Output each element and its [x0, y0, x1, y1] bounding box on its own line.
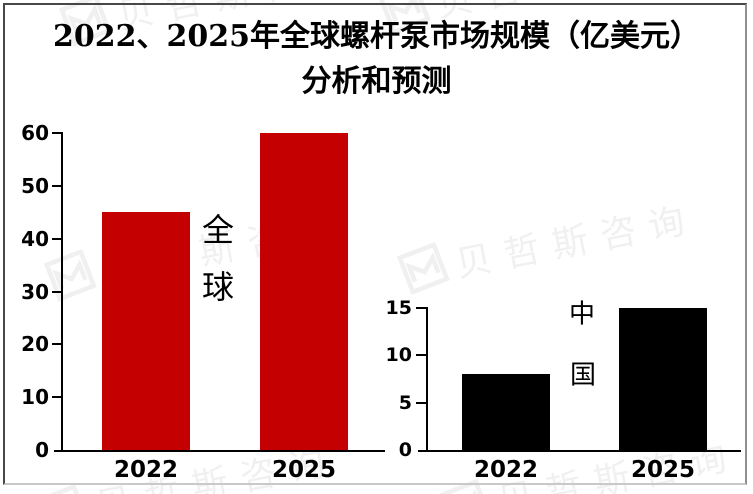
china-bar-2022: [462, 374, 550, 450]
china-series-label-char: 国: [569, 360, 597, 391]
china-y-tick-label: 0: [398, 439, 412, 461]
global-x-axis-line: [54, 450, 385, 452]
global-y-axis-line: [61, 132, 63, 452]
global-y-tick: [52, 237, 61, 240]
china-x-category-label: 2022: [473, 457, 538, 483]
chart-title-line2: 分析和预测: [301, 64, 452, 99]
china-y-tick-label: 15: [385, 297, 412, 319]
china-y-tick-label: 10: [385, 344, 412, 367]
global-y-tick: [52, 184, 61, 187]
chart-title: 2022、2025年全球螺杆泵市场规模（亿美元） 分析和预测: [0, 14, 753, 104]
china-y-tick: [416, 354, 426, 357]
global-y-tick-label: 0: [35, 438, 49, 462]
global-y-tick: [52, 290, 61, 293]
global-y-tick-label: 10: [21, 385, 49, 410]
global-series-label-char: 全: [201, 211, 235, 249]
global-bar-2025: [260, 133, 348, 450]
global-y-tick-label: 60: [21, 121, 49, 145]
global-y-tick: [52, 396, 61, 399]
chart-title-line1: 2022、2025年全球螺杆泵市场规模（亿美元）: [53, 19, 700, 54]
global-series-label-char: 球: [201, 268, 235, 306]
china-x-category-label: 2025: [630, 457, 695, 483]
china-y-tick: [416, 401, 426, 404]
global-x-category-label: 2022: [113, 457, 178, 483]
china-x-axis-line: [418, 450, 741, 452]
china-y-tick-label: 5: [398, 391, 412, 414]
global-y-tick: [52, 132, 61, 134]
china-series-label-char: 中: [568, 299, 596, 330]
global-x-category-label: 2025: [271, 457, 336, 483]
china-bar-2025: [619, 308, 707, 450]
global-y-tick-label: 20: [21, 332, 49, 357]
global-y-tick: [52, 343, 61, 346]
china-y-tick: [416, 307, 426, 309]
global-y-tick-label: 30: [21, 279, 49, 304]
global-y-tick-label: 50: [21, 173, 49, 198]
global-bar-2022: [102, 212, 190, 450]
global-y-tick-label: 40: [21, 226, 49, 251]
china-y-axis-line: [426, 307, 428, 452]
